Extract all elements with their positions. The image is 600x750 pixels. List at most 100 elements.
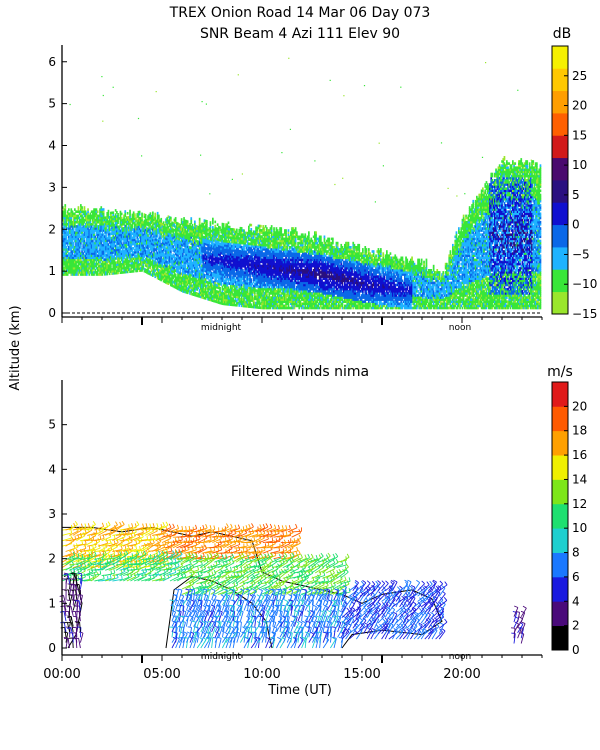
snr-cell (198, 249, 201, 252)
snr-cell (165, 249, 167, 253)
snr-cell (158, 273, 160, 276)
snr-cell (165, 281, 167, 284)
snr-cell (134, 225, 136, 229)
snr-cell (182, 248, 184, 251)
snr-cell (198, 251, 201, 254)
snr-cell (152, 263, 154, 267)
snr-cell (146, 239, 148, 243)
snr-cell (114, 265, 117, 269)
snr-cell (141, 233, 143, 237)
snr-cell (135, 234, 137, 237)
snr-cell (63, 252, 65, 255)
snr-cell (93, 241, 95, 245)
snr-cell (108, 251, 111, 255)
snr-cell (176, 240, 178, 244)
snr-cell (164, 278, 166, 282)
snr-cell (105, 258, 107, 261)
snr-cell (84, 260, 87, 264)
snr-cell (176, 259, 178, 263)
snr-cell (150, 215, 153, 218)
snr-cell (92, 216, 94, 220)
snr-cell (104, 224, 106, 228)
snr-cell (200, 268, 202, 271)
snr-cell (90, 241, 93, 245)
snr-cell (152, 224, 154, 227)
snr-cell (166, 233, 169, 237)
snr-cell (173, 283, 176, 287)
snr-cell (136, 240, 139, 243)
snr-cell (172, 236, 175, 240)
snr-cell (62, 235, 64, 239)
snr-cell (182, 227, 184, 230)
snr-cell (76, 266, 79, 270)
snr-cell (190, 292, 193, 296)
snr-cell (174, 225, 177, 229)
snr-cell (116, 221, 118, 225)
snr-cell (83, 235, 86, 239)
snr-cell (141, 267, 143, 270)
snr-cell (190, 273, 193, 277)
snr-cell (70, 220, 73, 224)
snr-cell (171, 238, 173, 241)
snr-cell (89, 264, 92, 268)
snr-cell (158, 269, 160, 272)
snr-cell (203, 246, 206, 250)
snr-cell (148, 228, 151, 231)
snr-cell (144, 262, 147, 265)
snr-cell (96, 256, 99, 260)
snr-cell (159, 248, 161, 252)
snr-cell (149, 229, 152, 232)
snr-cell (114, 257, 117, 260)
snr-cell (64, 237, 67, 241)
snr-cell (154, 269, 157, 272)
snr-cell (134, 232, 136, 235)
snr-cell (82, 243, 85, 247)
snr-cell (166, 269, 169, 272)
snr-cell (164, 255, 166, 258)
snr-cell (96, 231, 99, 234)
snr-cell (144, 226, 147, 230)
snr-cell (111, 224, 113, 227)
snr-cell (144, 270, 147, 274)
snr-cell (106, 266, 109, 270)
snr-cell (111, 211, 113, 215)
snr-cell (74, 254, 76, 257)
snr-cell (71, 231, 74, 234)
snr-cell (201, 241, 203, 245)
snr-cell (63, 231, 65, 234)
snr-cell (203, 221, 206, 224)
snr-cell (184, 240, 187, 244)
snr-cell (162, 223, 165, 226)
snr-cell (77, 239, 80, 243)
snr-cell (130, 255, 133, 259)
snr-cell (95, 273, 98, 276)
snr-cell (147, 234, 149, 237)
snr-cell (112, 234, 115, 237)
snr-cell (134, 238, 136, 242)
snr-cell (72, 237, 75, 241)
snr-cell (165, 235, 167, 238)
snr-cell (108, 230, 111, 234)
snr-cell (74, 220, 76, 224)
snr-cell (118, 227, 121, 231)
snr-cell (128, 232, 130, 236)
snr-cell (117, 259, 119, 262)
snr-cell (196, 273, 199, 277)
snr-cell (180, 251, 183, 255)
snr-cell (201, 293, 203, 297)
snr-cell (190, 250, 193, 254)
snr-cell (107, 264, 110, 267)
snr-cell (75, 260, 77, 264)
snr-cell (95, 214, 98, 218)
snr-cell (158, 264, 160, 268)
snr-cell (192, 291, 195, 294)
snr-cell (143, 228, 146, 231)
snr-cell (82, 210, 85, 213)
snr-cell (191, 261, 194, 265)
snr-cell (84, 218, 87, 222)
snr-cell (179, 251, 182, 254)
snr-cell (158, 250, 160, 253)
snr-cell (88, 233, 91, 236)
snr-cell (74, 225, 76, 228)
snr-cell (144, 241, 147, 244)
